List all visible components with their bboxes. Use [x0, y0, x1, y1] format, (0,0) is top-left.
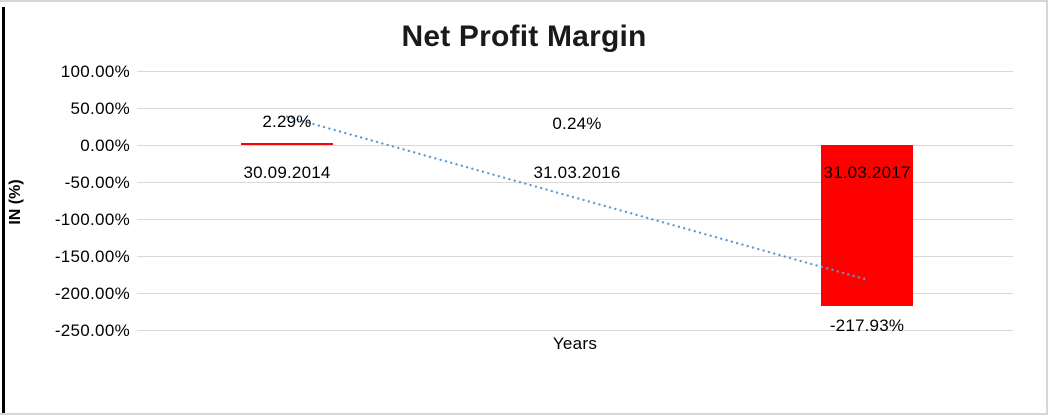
y-tick-label: 50.00%: [70, 98, 130, 118]
gridline: [137, 107, 1013, 109]
category-label: 31.03.2016: [533, 163, 621, 182]
gridline: [137, 218, 1013, 220]
gridline: [137, 70, 1013, 72]
y-tick-label: -50.00%: [64, 172, 130, 192]
y-tick-label: -200.00%: [54, 283, 130, 303]
data-label: 0.24%: [552, 113, 602, 133]
x-axis-title: Years: [552, 334, 598, 353]
gridline: [137, 255, 1013, 257]
gridline: [137, 292, 1013, 294]
category-label: 30.09.2014: [243, 163, 331, 182]
data-label: 2.29%: [262, 112, 312, 132]
chart-title: Net Profit Margin: [401, 20, 647, 53]
gridline: [137, 329, 1013, 331]
category-label: 31.03.2017: [823, 163, 911, 182]
y-tick-label: -100.00%: [54, 209, 130, 229]
y-tick-label: 100.00%: [60, 61, 130, 81]
left-border-line: [2, 7, 5, 415]
bar-30.09.2014: [241, 142, 333, 145]
y-tick-label: 0.00%: [80, 135, 130, 155]
y-tick-label: -150.00%: [54, 246, 130, 266]
bar-31.03.2017: [821, 145, 913, 307]
y-tick-label: -250.00%: [54, 320, 130, 340]
linear-trendline: [285, 115, 869, 281]
data-label: -217.93%: [829, 316, 905, 336]
gridline: [137, 144, 1013, 146]
gridline: [137, 181, 1013, 183]
